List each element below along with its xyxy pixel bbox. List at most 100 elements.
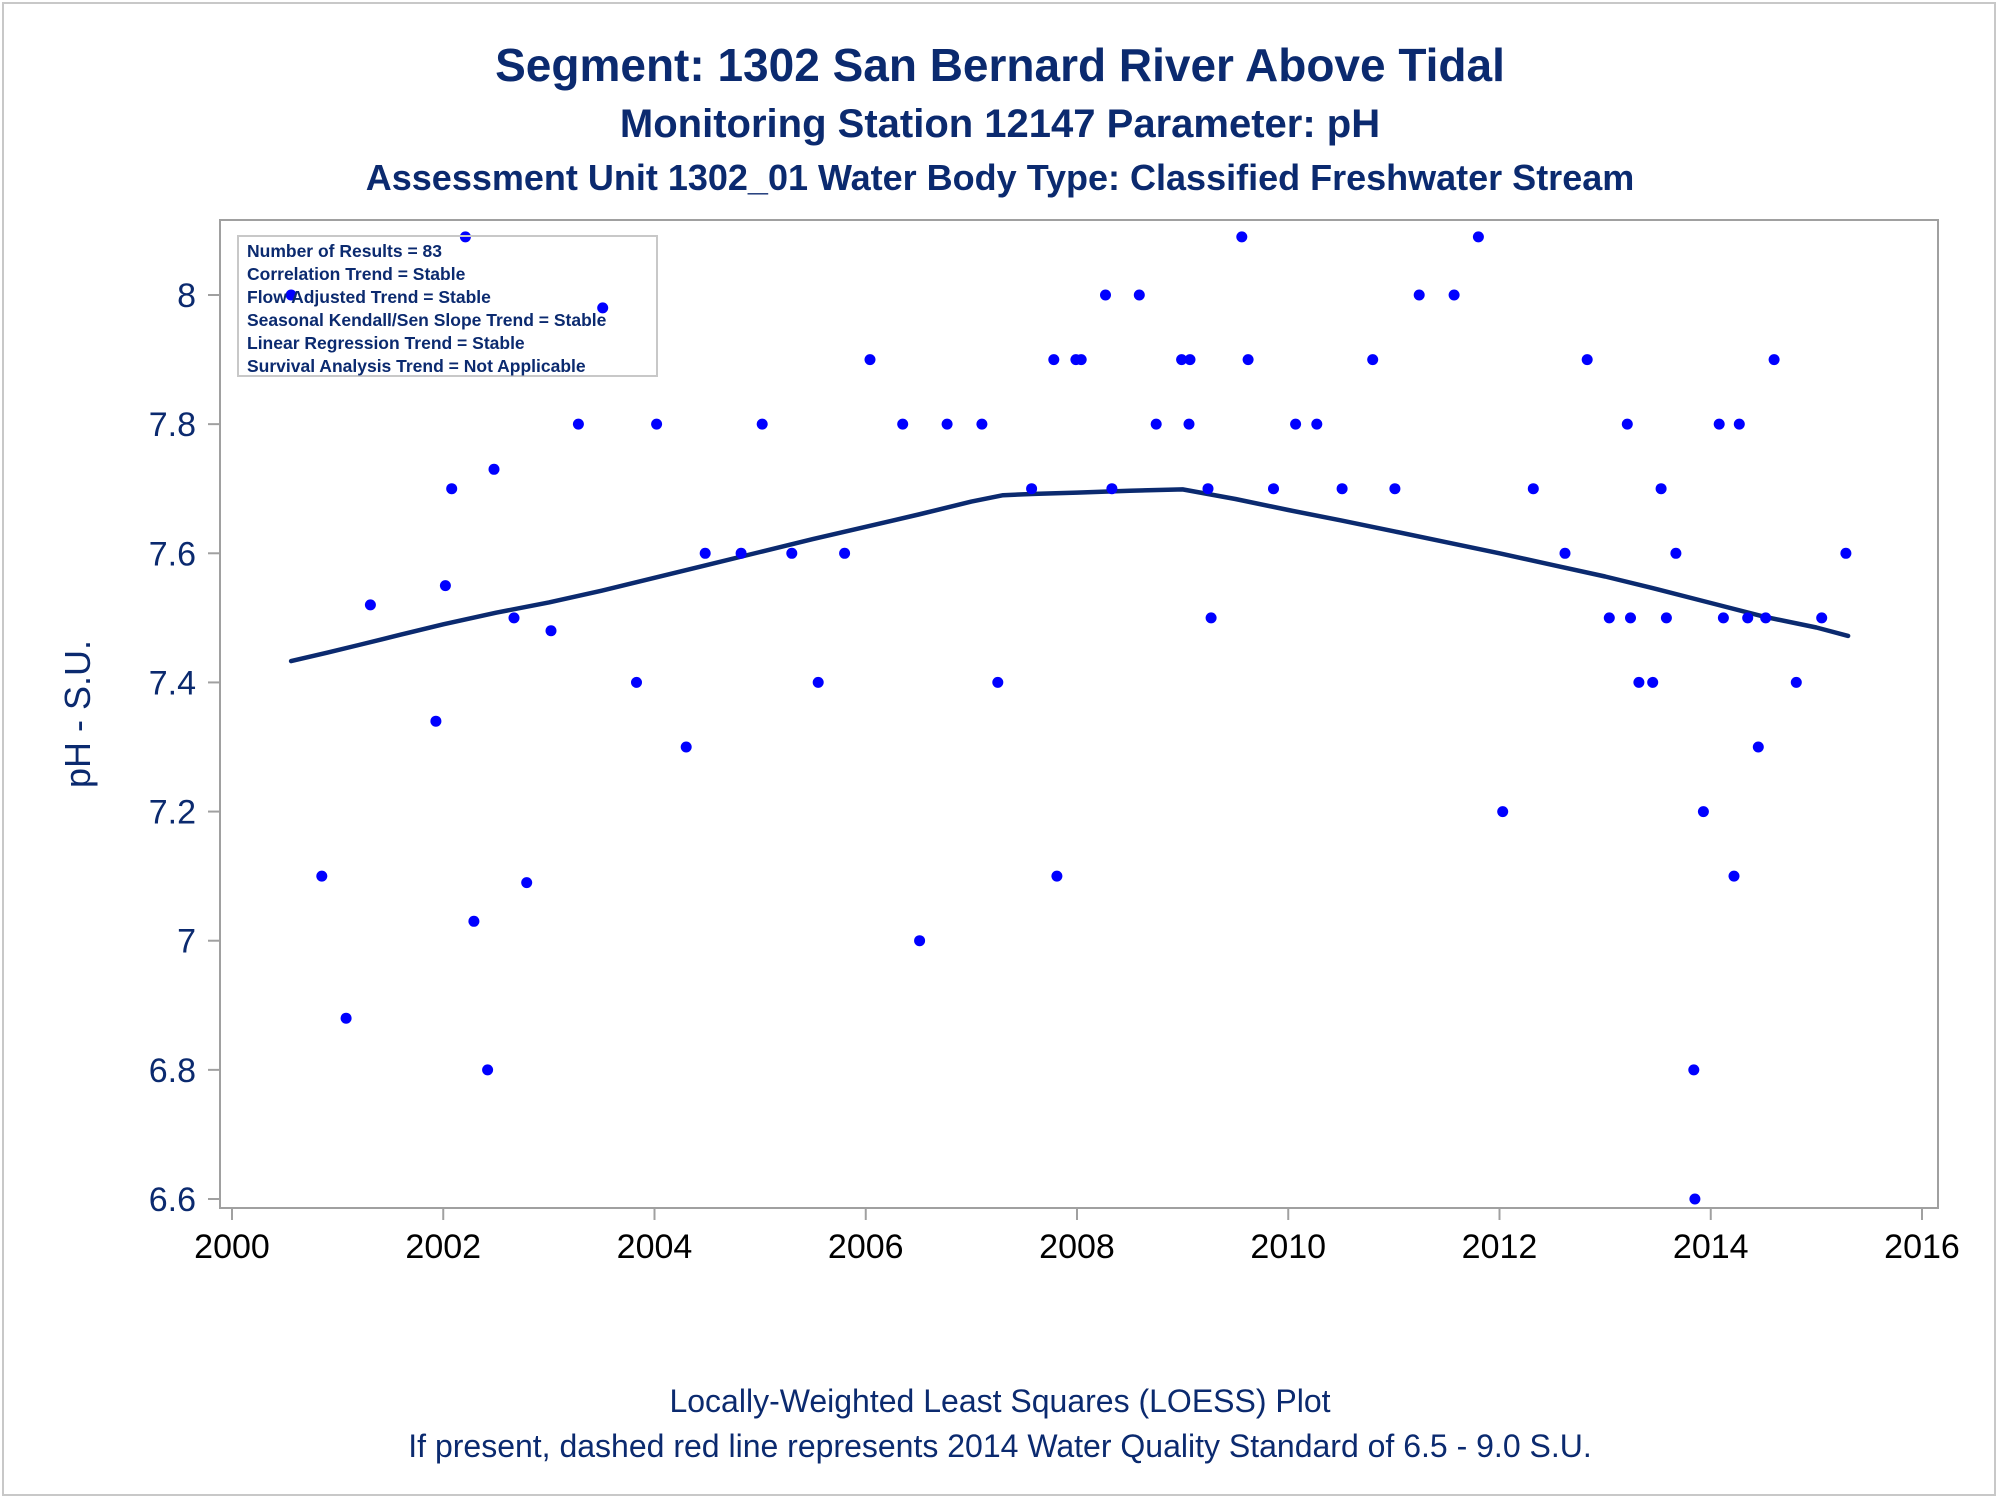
data-point	[1133, 289, 1145, 301]
data-point	[680, 741, 692, 753]
data-point	[1559, 547, 1571, 559]
data-point	[316, 870, 328, 882]
data-point	[1816, 612, 1828, 624]
chart-title: Segment: 1302 San Bernard River Above Ti…	[495, 39, 1505, 91]
data-point	[1106, 483, 1118, 495]
data-point	[1625, 612, 1636, 624]
data-point	[1183, 418, 1195, 430]
y-tick-label: 7.8	[149, 406, 196, 444]
y-axis-label: pH - S.U.	[57, 640, 98, 788]
plot-frame	[219, 219, 1939, 1209]
data-point	[914, 935, 926, 947]
y-tick-label: 8	[177, 277, 196, 315]
data-point	[1367, 354, 1379, 366]
footnote-standard: If present, dashed red line represents 2…	[408, 1428, 1592, 1464]
x-tick-label: 2010	[1250, 1228, 1326, 1266]
data-point	[631, 676, 642, 688]
x-axis: 2000 2002 2004 2006 2008 2010 2012 2014 2016	[194, 1208, 1960, 1266]
y-axis: 6.6 6.8 7 7.2 7.4 7.6 7.8 8	[149, 277, 220, 1219]
data-point	[1290, 418, 1302, 430]
data-point	[1647, 676, 1659, 688]
data-point	[1655, 483, 1667, 495]
x-tick-label: 2002	[405, 1228, 481, 1266]
y-tick-label: 7.2	[149, 794, 196, 832]
data-point	[1236, 231, 1248, 243]
data-point	[839, 547, 851, 559]
data-point	[1527, 483, 1539, 495]
data-point	[1150, 418, 1162, 430]
data-point	[941, 418, 953, 430]
flow-adjusted-trend-text: Flow Adjusted Trend = Stable	[247, 287, 491, 307]
data-point	[1633, 676, 1645, 688]
data-point	[1581, 354, 1593, 366]
data-point	[1336, 483, 1348, 495]
data-point	[1660, 612, 1672, 624]
data-point	[1048, 354, 1060, 366]
data-point	[864, 354, 876, 366]
data-point	[597, 302, 609, 314]
data-point	[1051, 870, 1063, 882]
data-point	[446, 483, 458, 495]
data-point	[1621, 418, 1633, 430]
data-points	[285, 231, 1852, 1205]
data-point	[1688, 1064, 1700, 1076]
y-tick-label: 7.6	[149, 535, 196, 573]
data-point	[1760, 612, 1772, 624]
data-point	[786, 547, 798, 559]
data-point	[468, 915, 480, 927]
y-tick-label: 6.6	[149, 1181, 196, 1219]
data-point	[1752, 741, 1764, 753]
data-point	[812, 676, 824, 688]
footnote-loess: Locally-Weighted Least Squares (LOESS) P…	[669, 1383, 1331, 1419]
data-point	[1713, 418, 1725, 430]
data-point	[572, 418, 584, 430]
data-point	[1742, 612, 1754, 624]
data-point	[1768, 354, 1780, 366]
x-tick-label: 2006	[828, 1228, 904, 1266]
data-point	[508, 612, 520, 624]
data-point	[1026, 483, 1038, 495]
data-point	[1717, 612, 1729, 624]
data-point	[1733, 418, 1745, 430]
data-point	[1790, 676, 1802, 688]
data-point	[897, 418, 909, 430]
data-point	[1840, 547, 1852, 559]
data-point	[1728, 870, 1740, 882]
data-point	[756, 418, 768, 430]
data-point	[439, 580, 451, 592]
results-count-text: Number of Results = 83	[247, 241, 442, 261]
data-point	[1603, 612, 1615, 624]
y-tick-label: 7.4	[149, 664, 196, 702]
x-tick-label: 2014	[1673, 1228, 1749, 1266]
chart-subtitle-station: Monitoring Station 12147 Parameter: pH	[619, 102, 1381, 146]
data-point	[1697, 806, 1709, 818]
data-point	[1205, 612, 1217, 624]
data-point	[651, 418, 663, 430]
data-point	[1670, 547, 1682, 559]
data-point	[1184, 354, 1196, 366]
data-point	[1413, 289, 1425, 301]
data-point	[1389, 483, 1401, 495]
y-tick-label: 6.8	[149, 1052, 196, 1090]
data-point	[364, 599, 376, 611]
data-point	[1448, 289, 1460, 301]
data-point	[735, 547, 747, 559]
data-point	[976, 418, 988, 430]
data-point	[488, 463, 500, 475]
loess-line	[288, 487, 1851, 664]
x-tick-label: 2016	[1884, 1228, 1960, 1266]
x-tick-label: 2004	[617, 1228, 693, 1266]
data-point	[1100, 289, 1111, 301]
correlation-trend-text: Correlation Trend = Stable	[247, 264, 466, 284]
x-tick-label: 2000	[194, 1228, 270, 1266]
data-point	[521, 877, 533, 889]
linear-regression-trend-text: Linear Regression Trend = Stable	[247, 333, 525, 353]
survival-analysis-trend-text: Survival Analysis Trend = Not Applicable	[247, 356, 586, 376]
y-tick-label: 7	[177, 923, 196, 961]
data-point	[482, 1064, 494, 1076]
data-point	[1311, 418, 1323, 430]
data-point	[1242, 354, 1254, 366]
data-point	[699, 547, 711, 559]
data-point	[1268, 483, 1279, 495]
